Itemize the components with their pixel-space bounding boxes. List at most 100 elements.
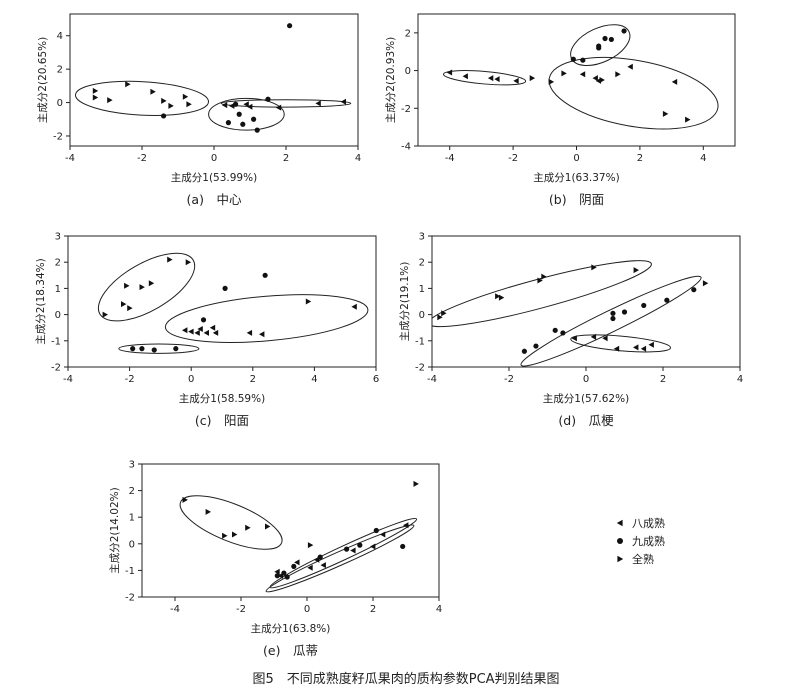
point-triangle-right	[168, 102, 174, 109]
confidence-ellipse	[548, 56, 719, 130]
confidence-ellipse	[570, 334, 672, 353]
point-circle	[173, 346, 179, 352]
x-tick-label: 0	[304, 604, 310, 615]
y-tick-label: -1	[51, 336, 61, 347]
point-triangle-right	[92, 87, 99, 94]
x-axis-label: 主成分1(63.37%)	[533, 172, 619, 184]
plot-frame	[431, 235, 741, 368]
confidence-ellipse	[118, 343, 200, 354]
point-triangle-left	[275, 104, 282, 111]
point-triangle-left	[487, 75, 494, 82]
point-triangle-left	[274, 568, 280, 575]
point-circle	[357, 542, 363, 548]
point-circle	[240, 121, 246, 127]
legend-label: 八成熟	[632, 516, 665, 530]
point-triangle-right	[495, 293, 501, 300]
point-triangle-right	[591, 264, 597, 271]
point-circle	[602, 35, 608, 42]
legend-item-bacheng: 八成熟	[616, 516, 665, 530]
panel-c: -4 -2 0 2 4 6-2-10123主成分1(58.59%)主成分2(18.34%)…	[35, 232, 379, 429]
point-triangle-right	[182, 93, 189, 100]
confidence-ellipse	[164, 294, 369, 343]
x-tick-label: 2	[660, 374, 666, 385]
y-tick-label: 0	[55, 310, 61, 321]
point-triangle-right	[633, 267, 639, 274]
plot-area	[74, 23, 352, 133]
x-tick-label: -2	[504, 374, 514, 385]
panel-caption: (e) 瓜蒂	[263, 643, 318, 658]
point-triangle-right	[245, 524, 251, 531]
panel-a: -4 -2 0 2 4-2024主成分1(53.99%)主成分2(20.65%)(a) …	[37, 13, 361, 207]
point-triangle-right	[205, 508, 211, 515]
x-tick-label: 0	[573, 153, 579, 164]
x-tick-label: -4	[170, 604, 180, 615]
point-triangle-left	[633, 344, 639, 351]
legend-item-jiucheng: 九成熟	[617, 534, 665, 548]
x-tick-label: -4	[445, 153, 455, 164]
point-triangle-right	[413, 480, 419, 487]
point-triangle-right	[150, 88, 156, 95]
point-triangle-left	[212, 329, 219, 336]
confidence-ellipse	[443, 70, 527, 86]
x-axis-label: 主成分1(53.99%)	[171, 172, 257, 184]
point-circle	[254, 127, 260, 133]
point-circle	[533, 343, 539, 349]
legend-item-quanshu: 全熟	[617, 552, 654, 566]
y-tick-label: 1	[55, 284, 61, 295]
point-circle	[521, 348, 528, 354]
y-tick-label: 2	[55, 258, 61, 269]
point-circle	[610, 315, 616, 322]
y-tick-label: 2	[129, 486, 135, 497]
point-triangle-left	[259, 331, 265, 338]
point-circle	[200, 317, 207, 323]
point-triangle-left	[243, 101, 249, 108]
point-triangle-right	[615, 71, 621, 78]
x-tick-label: -2	[137, 153, 147, 164]
point-triangle-left	[571, 335, 577, 342]
confidence-ellipse	[269, 517, 418, 589]
point-triangle-right	[186, 101, 192, 108]
y-tick-label: 0	[57, 98, 63, 109]
point-circle	[641, 302, 647, 309]
legend-label: 全熟	[632, 552, 654, 566]
y-tick-label: 0	[419, 310, 425, 321]
x-tick-label: 2	[370, 604, 376, 615]
point-triangle-left	[350, 547, 356, 554]
confidence-ellipse	[179, 495, 283, 550]
point-triangle-right	[222, 532, 228, 539]
x-tick-label: -2	[236, 604, 246, 615]
y-tick-label: -1	[415, 336, 425, 347]
confidence-ellipse	[97, 252, 196, 322]
point-triangle-right	[305, 298, 312, 305]
point-triangle-right	[182, 496, 188, 503]
point-triangle-right	[139, 284, 145, 291]
legend-marker-circle	[617, 538, 623, 544]
point-circle	[161, 113, 167, 119]
x-axis-label: 主成分1(57.62%)	[543, 393, 629, 405]
point-circle	[621, 309, 628, 315]
point-triangle-left	[194, 329, 200, 336]
legend-label: 九成熟	[632, 534, 665, 548]
point-circle	[621, 28, 627, 34]
plot-frame	[69, 13, 359, 147]
point-triangle-right	[185, 259, 192, 266]
point-triangle-left	[182, 327, 188, 334]
y-tick-label: -4	[401, 142, 411, 153]
point-triangle-left	[579, 71, 586, 78]
x-tick-label: 4	[436, 604, 442, 615]
x-tick-label: -4	[427, 374, 437, 385]
point-circle	[281, 570, 287, 576]
x-tick-label: 0	[188, 374, 194, 385]
legend-marker-triangle-right	[617, 555, 624, 563]
point-triangle-left	[602, 335, 608, 342]
point-triangle-right	[107, 97, 113, 104]
point-triangle-left	[197, 326, 203, 332]
confidence-ellipse	[208, 97, 285, 131]
confidence-ellipse	[432, 260, 652, 328]
point-triangle-right	[125, 81, 131, 88]
point-triangle-left	[513, 77, 519, 84]
point-circle	[608, 36, 614, 43]
point-triangle-right	[127, 305, 133, 312]
point-triangle-right	[537, 277, 543, 284]
